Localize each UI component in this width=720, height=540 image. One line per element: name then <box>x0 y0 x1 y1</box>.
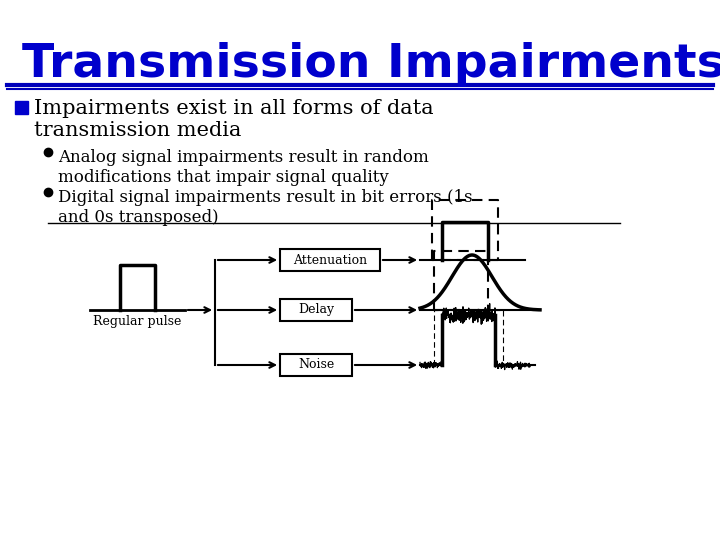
Text: Digital signal impairments result in bit errors (1s
and 0s transposed): Digital signal impairments result in bit… <box>58 189 472 226</box>
Text: Noise: Noise <box>298 359 334 372</box>
Text: Impairments exist in all forms of data
transmission media: Impairments exist in all forms of data t… <box>34 99 433 140</box>
Text: Regular pulse: Regular pulse <box>94 315 181 328</box>
Bar <box>15 101 28 114</box>
Text: Analog signal impairments result in random
modifications that impair signal qual: Analog signal impairments result in rand… <box>58 149 428 186</box>
Bar <box>280 249 380 271</box>
Text: Transmission Impairments: Transmission Impairments <box>22 42 720 87</box>
Text: Delay: Delay <box>298 303 334 316</box>
Text: Attenuation: Attenuation <box>293 253 367 267</box>
Bar <box>280 299 352 321</box>
Bar <box>280 354 352 376</box>
